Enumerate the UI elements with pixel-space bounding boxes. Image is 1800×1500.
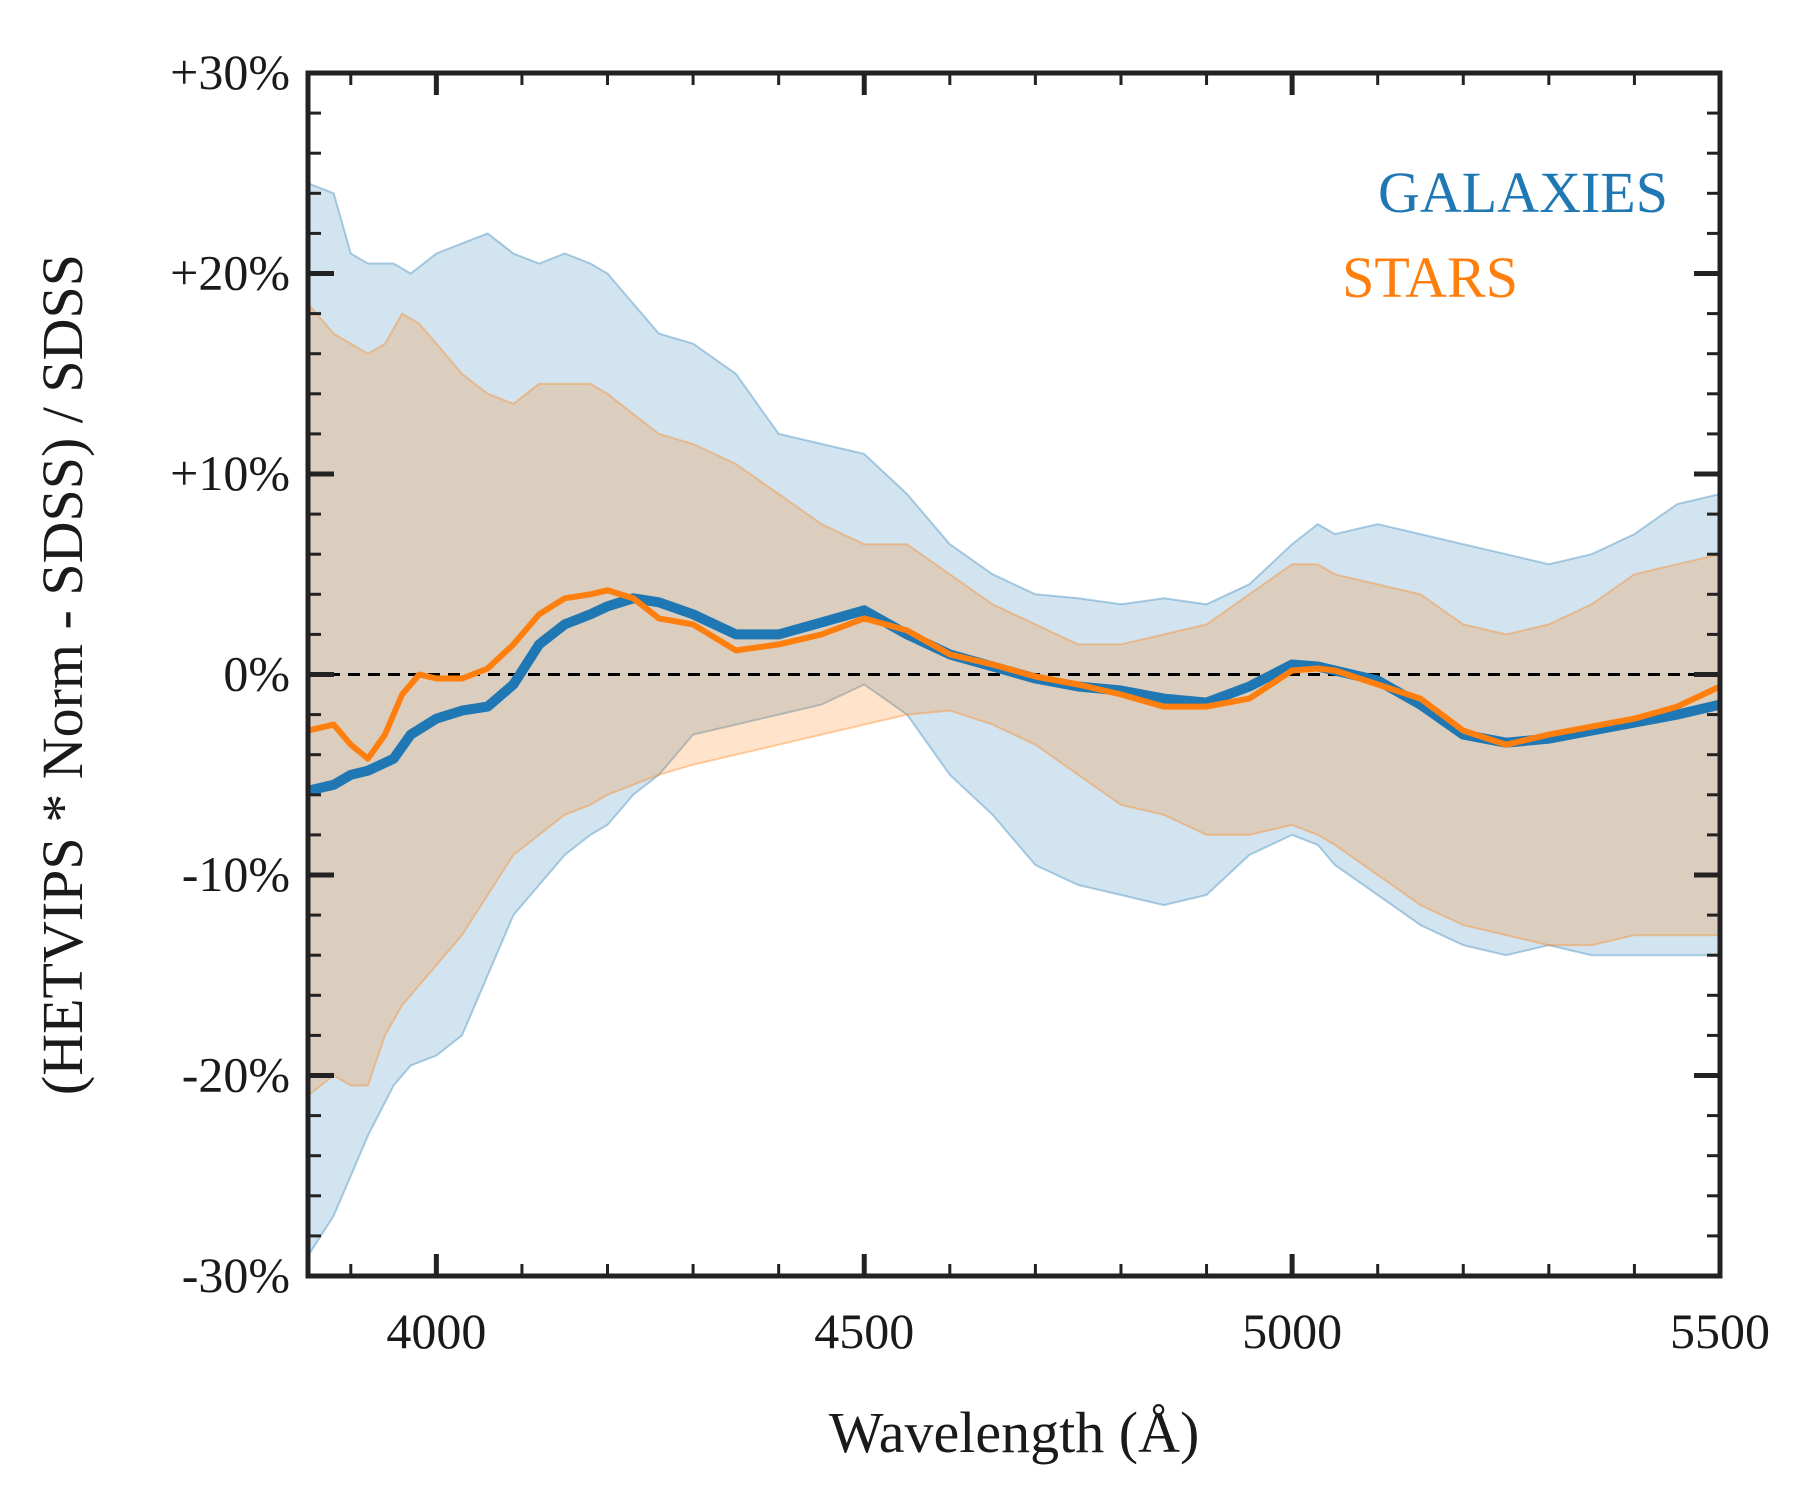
y-tick-label: -10% <box>182 846 290 902</box>
y-tick-label: +10% <box>170 445 290 501</box>
series-lines <box>308 587 1720 796</box>
legend: GALAXIES STARS <box>1342 160 1668 310</box>
band-stars <box>308 302 1720 1097</box>
legend-entry-galaxies: GALAXIES <box>1378 160 1668 225</box>
confidence-bands <box>308 182 1720 1258</box>
x-axis-title: Wavelength (Å) <box>829 1400 1200 1465</box>
x-tick-label: 4500 <box>814 1303 914 1359</box>
x-tick-label: 4000 <box>386 1303 486 1359</box>
y-tick-label: -20% <box>182 1047 290 1103</box>
x-tick-label: 5500 <box>1670 1303 1770 1359</box>
y-axis-title: (HETVIPS * Norm - SDSS) / SDSS <box>30 254 95 1095</box>
y-tick-label: -30% <box>182 1247 290 1303</box>
y-tick-label: +30% <box>170 44 290 100</box>
x-tick-label: 5000 <box>1242 1303 1342 1359</box>
plot-frame <box>305 70 1723 1279</box>
y-tick-label: +20% <box>170 245 290 301</box>
y-tick-label: 0% <box>223 646 290 702</box>
y-axis-tick-labels: -30% -20% -10% 0% +10% +20% +30% <box>170 44 290 1303</box>
legend-entry-stars: STARS <box>1342 245 1518 310</box>
line-stars <box>308 587 1720 762</box>
band-galaxies <box>308 182 1720 1258</box>
x-axis-tick-labels: 4000 4500 5000 5500 <box>386 1303 1770 1359</box>
